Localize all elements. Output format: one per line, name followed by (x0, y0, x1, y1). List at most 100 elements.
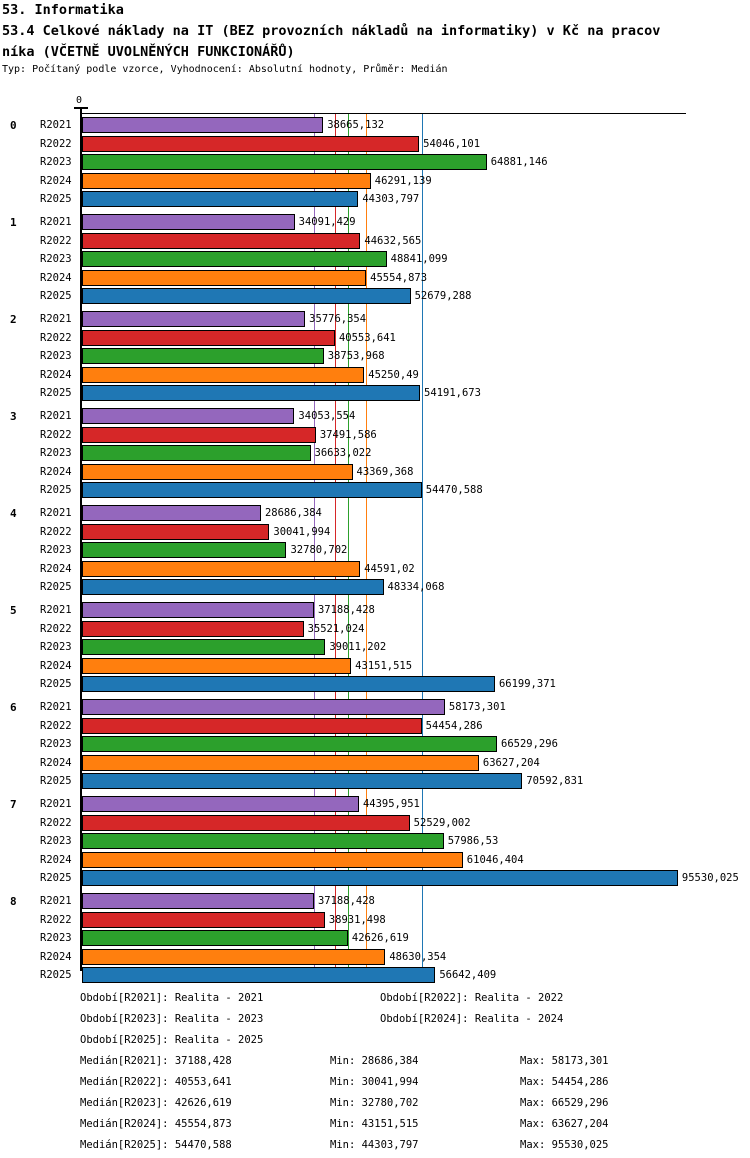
bar-row[interactable]: R202235521,024 (0, 620, 750, 638)
bar-row[interactable]: R202445250,49 (0, 366, 750, 384)
bar-r2022[interactable] (82, 524, 269, 540)
bar-row[interactable]: R202443151,515 (0, 657, 750, 675)
bar-row[interactable]: R202338753,968 (0, 347, 750, 365)
bar-row[interactable]: R202463627,204 (0, 754, 750, 772)
bar-row[interactable]: R202595530,025 (0, 869, 750, 887)
bar-row[interactable]: R202342626,619 (0, 929, 750, 947)
bar-row[interactable]: R202135776,354 (0, 310, 750, 328)
bar-row[interactable]: R202339011,202 (0, 638, 750, 656)
bar-r2023[interactable] (82, 736, 497, 752)
legend-period-row: Období[R2021]: Realita - 2021Období[R202… (0, 988, 750, 1009)
bar-r2025[interactable] (82, 385, 420, 401)
bar-row[interactable]: R202144395,951 (0, 795, 750, 813)
bar-r2023[interactable] (82, 251, 387, 267)
bar-r2021[interactable] (82, 311, 305, 327)
bar-row[interactable]: R202348841,099 (0, 250, 750, 268)
legend-max-value: Max: 58173,301 (520, 1055, 609, 1067)
bar-row[interactable]: R202252529,002 (0, 814, 750, 832)
bar-row[interactable]: R202570592,831 (0, 772, 750, 790)
bar-r2024[interactable] (82, 658, 351, 674)
bar-r2021[interactable] (82, 117, 323, 133)
bar-row[interactable]: R202134091,429 (0, 213, 750, 231)
bar-row[interactable]: R202445554,873 (0, 269, 750, 287)
bar-r2025[interactable] (82, 482, 422, 498)
bar-row[interactable]: R202134053,554 (0, 407, 750, 425)
bar-r2021[interactable] (82, 408, 294, 424)
bar-row[interactable]: R202554470,588 (0, 481, 750, 499)
bar-r2024[interactable] (82, 949, 385, 965)
bar-row[interactable]: R202443369,368 (0, 463, 750, 481)
bar-r2023[interactable] (82, 348, 324, 364)
bar-row[interactable]: R202444591,02 (0, 560, 750, 578)
bar-r2025[interactable] (82, 191, 358, 207)
bar-row[interactable]: R202128686,384 (0, 504, 750, 522)
bar-r2025[interactable] (82, 676, 495, 692)
bar-row[interactable]: R202240553,641 (0, 329, 750, 347)
bar-category-label: R2022 (40, 623, 72, 635)
bar-r2025[interactable] (82, 288, 411, 304)
bar-row[interactable]: R202254454,286 (0, 717, 750, 735)
bar-r2024[interactable] (82, 755, 479, 771)
bar-r2021[interactable] (82, 214, 295, 230)
bar-row[interactable]: R202544303,797 (0, 190, 750, 208)
bar-value-label: 28686,384 (265, 507, 322, 519)
bar-r2025[interactable] (82, 967, 435, 983)
bar-row[interactable]: R202137188,428 (0, 892, 750, 910)
bar-value-label: 43369,368 (357, 466, 414, 478)
bar-r2022[interactable] (82, 427, 316, 443)
bar-row[interactable]: R202364881,146 (0, 153, 750, 171)
bar-row[interactable]: R202448630,354 (0, 948, 750, 966)
bar-row[interactable]: R202137188,428 (0, 601, 750, 619)
bar-row[interactable]: R202552679,288 (0, 287, 750, 305)
bar-r2023[interactable] (82, 930, 348, 946)
bar-r2022[interactable] (82, 815, 410, 831)
bar-row[interactable]: R202230041,994 (0, 523, 750, 541)
bar-row[interactable]: R202336633,022 (0, 444, 750, 462)
bar-r2022[interactable] (82, 233, 360, 249)
bar-r2023[interactable] (82, 639, 325, 655)
bar-row[interactable]: R202446291,139 (0, 172, 750, 190)
bar-r2021[interactable] (82, 699, 445, 715)
bar-category-label: R2021 (40, 119, 72, 131)
bar-r2024[interactable] (82, 270, 366, 286)
bar-r2021[interactable] (82, 602, 314, 618)
bar-row[interactable]: R202461046,404 (0, 851, 750, 869)
bar-r2021[interactable] (82, 796, 359, 812)
bar-r2023[interactable] (82, 445, 311, 461)
bar-row[interactable]: R202548334,068 (0, 578, 750, 596)
bar-r2022[interactable] (82, 718, 422, 734)
bar-row[interactable]: R202238931,498 (0, 911, 750, 929)
bar-group: 2R202135776,354R202240553,641R202338753,… (0, 310, 750, 403)
bar-row[interactable]: R202237491,586 (0, 426, 750, 444)
bar-r2022[interactable] (82, 136, 419, 152)
bar-r2023[interactable] (82, 542, 286, 558)
bar-r2024[interactable] (82, 561, 360, 577)
bar-r2023[interactable] (82, 833, 444, 849)
bar-row[interactable]: R202357986,53 (0, 832, 750, 850)
bar-row[interactable]: R202138665,132 (0, 116, 750, 134)
bar-r2024[interactable] (82, 464, 353, 480)
bar-row[interactable]: R202554191,673 (0, 384, 750, 402)
bar-r2024[interactable] (82, 367, 364, 383)
bar-r2025[interactable] (82, 773, 522, 789)
bar-row[interactable]: R202366529,296 (0, 735, 750, 753)
bar-row[interactable]: R202556642,409 (0, 966, 750, 984)
bar-r2024[interactable] (82, 852, 463, 868)
bar-row[interactable]: R202566199,371 (0, 675, 750, 693)
bar-value-label: 63627,204 (483, 757, 540, 769)
bar-category-label: R2022 (40, 817, 72, 829)
bar-r2022[interactable] (82, 912, 325, 928)
bar-r2021[interactable] (82, 893, 314, 909)
bar-row[interactable]: R202244632,565 (0, 232, 750, 250)
legend-max-value: Max: 54454,286 (520, 1076, 609, 1088)
bar-row[interactable]: R202332780,702 (0, 541, 750, 559)
bar-r2022[interactable] (82, 621, 304, 637)
bar-r2025[interactable] (82, 579, 384, 595)
bar-r2025[interactable] (82, 870, 678, 886)
bar-row[interactable]: R202254046,101 (0, 135, 750, 153)
bar-r2024[interactable] (82, 173, 371, 189)
bar-r2022[interactable] (82, 330, 335, 346)
bar-r2023[interactable] (82, 154, 487, 170)
bar-row[interactable]: R202158173,301 (0, 698, 750, 716)
bar-r2021[interactable] (82, 505, 261, 521)
